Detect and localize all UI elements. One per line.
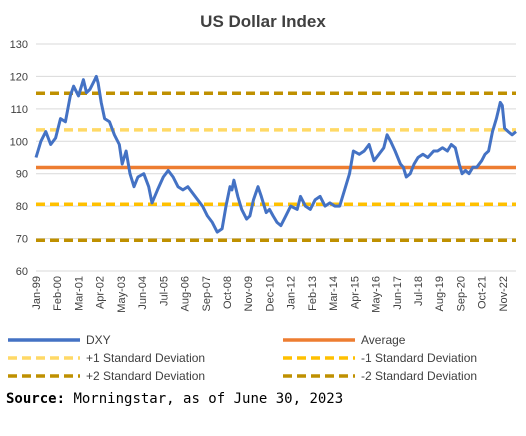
y-tick-label: 60	[16, 266, 28, 278]
y-tick-label: 80	[16, 201, 28, 213]
source-note: Source: Morningstar, as of June 30, 2023	[6, 391, 343, 407]
x-tick-label: Apr-02	[95, 276, 107, 309]
gridlines	[36, 43, 516, 272]
legend-label: -2 Standard Deviation	[361, 369, 477, 383]
x-tick-label: Oct-08	[222, 276, 234, 309]
dxy-series-line	[34, 74, 517, 234]
y-tick-label: 90	[16, 169, 28, 181]
legend-label: +1 Standard Deviation	[86, 351, 205, 365]
legend: DXY Average +1 Standard Deviation -1 Standa…	[8, 333, 477, 383]
x-tick-label: Mar-14	[328, 276, 340, 311]
y-tick-label: 120	[10, 71, 28, 83]
y-tick-label: 70	[16, 234, 28, 246]
x-tick-label: May-16	[371, 276, 383, 313]
y-axis-tick-labels: 60 70 80 90 100 110 120 130	[10, 39, 28, 278]
x-tick-label: Nov-22	[498, 276, 510, 311]
x-tick-label: Dec-10	[265, 276, 277, 311]
x-tick-label: Feb-13	[307, 276, 319, 311]
x-tick-label: Aug-06	[180, 276, 192, 311]
x-tick-label: Apr-15	[349, 276, 361, 309]
x-tick-label: Jun-04	[137, 276, 149, 310]
legend-label: +2 Standard Deviation	[86, 369, 205, 383]
x-tick-label: Sep-07	[201, 276, 213, 311]
x-tick-label: Jul-05	[158, 276, 170, 306]
x-axis-tick-labels: Jan-99 Feb-00 Mar-01 Apr-02 May-03 Jun-04 Jul-…	[31, 276, 510, 313]
x-tick-label: Jun-17	[392, 276, 404, 310]
x-tick-label: Jul-18	[413, 276, 425, 306]
legend-label: Average	[361, 333, 406, 347]
data-series	[34, 74, 517, 234]
source-text: Morningstar, as of June 30, 2023	[65, 391, 344, 407]
chart-title: US Dollar Index	[200, 12, 326, 31]
x-tick-label: Feb-00	[52, 276, 64, 311]
x-tick-label: Mar-01	[74, 276, 86, 311]
x-tick-label: Nov-09	[243, 276, 255, 311]
source-label: Source:	[6, 391, 66, 407]
x-tick-label: Jan-12	[286, 276, 298, 310]
x-tick-label: Aug-19	[434, 276, 446, 311]
reference-lines	[36, 91, 516, 242]
x-tick-label: Jan-99	[31, 276, 43, 310]
legend-label: -1 Standard Deviation	[361, 351, 477, 365]
y-tick-label: 130	[10, 39, 28, 51]
x-tick-label: Sep-20	[456, 276, 468, 311]
x-tick-label: May-03	[116, 276, 128, 313]
legend-label: DXY	[86, 333, 111, 347]
y-tick-label: 110	[10, 104, 28, 116]
y-tick-label: 100	[10, 136, 28, 148]
x-tick-label: Oct-21	[477, 276, 489, 309]
